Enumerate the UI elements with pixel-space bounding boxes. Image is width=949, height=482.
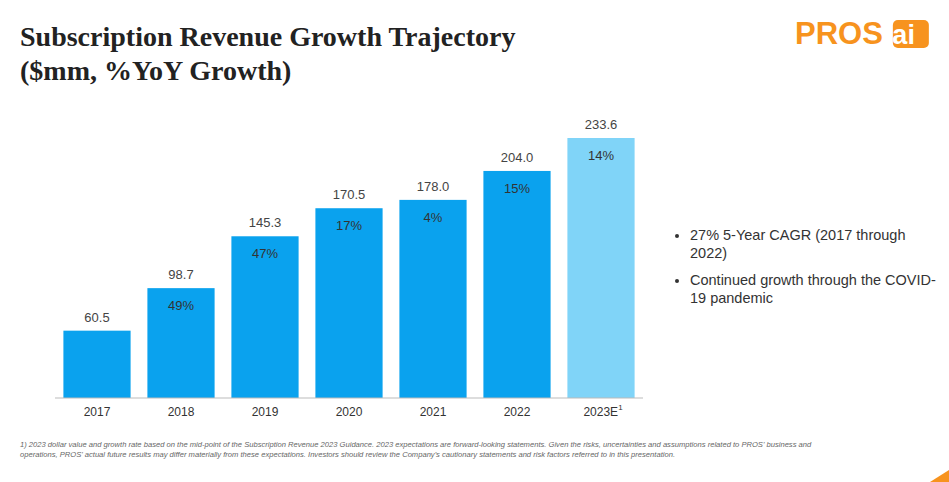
logo-text: PROS <box>795 16 883 51</box>
value-label: 178.0 <box>417 179 450 194</box>
x-tick-label: 2021 <box>420 405 447 419</box>
value-label: 145.3 <box>249 215 282 230</box>
logo: PROS.ai <box>795 16 929 51</box>
value-label: 98.7 <box>168 267 193 282</box>
value-label: 60.5 <box>84 310 109 325</box>
logo-suffix: .ai <box>885 20 915 50</box>
x-axis-line <box>55 398 643 399</box>
corner-decoration <box>930 470 949 482</box>
bar <box>63 331 130 398</box>
bar <box>147 288 214 398</box>
value-label: 204.0 <box>501 150 534 165</box>
bar <box>399 200 466 398</box>
bars <box>63 138 634 398</box>
bullet-list: 27% 5-Year CAGR (2017 through 2022) Conti… <box>670 226 942 316</box>
growth-label: 14% <box>588 148 614 163</box>
bullet: Continued growth through the COVID-19 pa… <box>690 271 942 307</box>
labels: 60.5 2017 98.7 49% 2018 145.3 47% 2019 170.5 17% 2… <box>84 117 623 419</box>
bullet: 27% 5-Year CAGR (2017 through 2022) <box>690 226 942 262</box>
x-tick-label: 2023E1 <box>583 403 623 419</box>
title: Subscription Revenue Growth Trajectory <box>20 21 515 52</box>
growth-label: 49% <box>168 298 194 313</box>
bar <box>567 138 634 398</box>
growth-label: 4% <box>424 210 443 225</box>
x-tick-label: 2022 <box>504 405 531 419</box>
x-tick-label: 2018 <box>168 405 195 419</box>
growth-label: 47% <box>252 246 278 261</box>
bar <box>483 171 550 398</box>
footnote: 1) 2023 dollar value and growth rate bas… <box>20 440 840 460</box>
subtitle: ($mm, %YoY Growth) <box>20 55 291 86</box>
growth-label: 15% <box>504 181 530 196</box>
bar <box>315 208 382 398</box>
footnote-mark: 1 <box>618 403 623 412</box>
x-tick-label: 2017 <box>84 405 111 419</box>
value-label: 170.5 <box>333 187 366 202</box>
x-tick-label: 2020 <box>336 405 363 419</box>
growth-label: 17% <box>336 218 362 233</box>
value-label: 233.6 <box>585 117 618 132</box>
bar <box>231 236 298 398</box>
x-tick-label: 2019 <box>252 405 279 419</box>
